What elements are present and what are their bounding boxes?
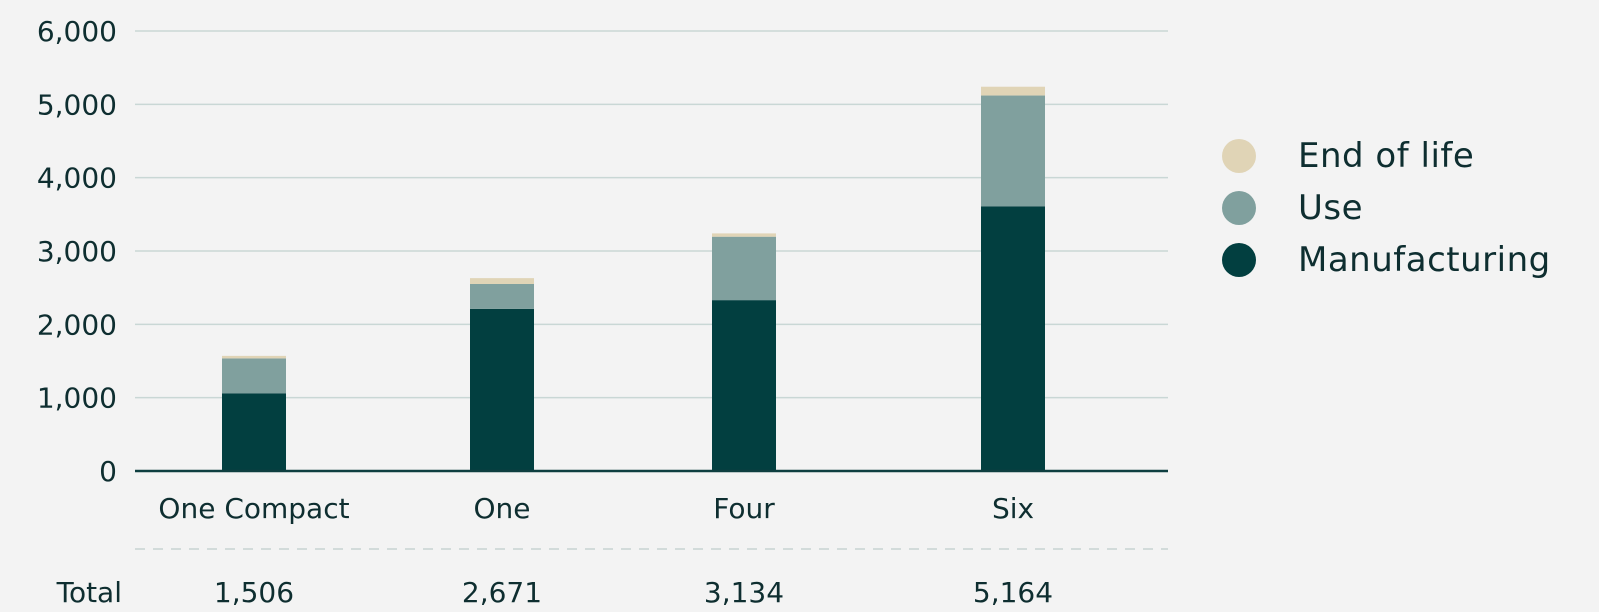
bar-segment-end-of-life [712,233,776,237]
bar-segment-manufacturing [222,393,286,471]
legend-item-use: Use [1222,188,1551,228]
legend-label-end-of-life: End of life [1298,136,1475,176]
x-tick-label: One [473,492,530,525]
y-tick-label: 0 [99,455,117,488]
y-tick-label: 6,000 [37,15,117,48]
total-value: 2,671 [462,576,542,609]
total-value: 5,164 [973,576,1053,609]
legend-label-manufacturing: Manufacturing [1298,240,1551,280]
totals-row: 1,506 2,671 3,134 5,164 [214,576,1053,609]
y-axis-ticks: 0 1,000 2,000 3,000 4,000 5,000 6,000 [37,15,117,488]
y-tick-label: 1,000 [37,382,117,415]
legend: End of life Use Manufacturing [1222,136,1551,280]
stacked-bar-chart: 0 1,000 2,000 3,000 4,000 5,000 6,000 One Comp… [37,15,1168,609]
bar-segment-manufacturing [712,300,776,471]
legend-item-manufacturing: Manufacturing [1222,240,1551,280]
y-tick-label: 4,000 [37,162,117,195]
bar-segment-manufacturing [981,206,1045,471]
legend-swatch-manufacturing [1222,243,1256,277]
x-tick-label: Four [713,492,775,525]
bar-segment-use [712,236,776,301]
y-tick-label: 5,000 [37,88,117,121]
x-axis-ticks: One Compact One Four Six [158,492,1034,525]
bars [222,86,1045,471]
total-value: 3,134 [704,576,784,609]
legend-item-end-of-life: End of life [1222,136,1551,176]
y-tick-label: 2,000 [37,308,117,341]
x-tick-label: Six [992,492,1034,525]
bar-segment-use [981,95,1045,207]
bar-segment-manufacturing [470,308,534,471]
legend-swatch-end-of-life [1222,139,1256,173]
total-value: 1,506 [214,576,294,609]
bar-segment-end-of-life [981,86,1045,96]
x-tick-label: One Compact [158,492,349,525]
bar-segment-use [470,284,534,309]
y-tick-label: 3,000 [37,235,117,268]
legend-label-use: Use [1298,188,1364,228]
bar-segment-use [222,358,286,394]
totals-label: Total [56,576,122,609]
bar-segment-end-of-life [222,355,286,359]
legend-swatch-use [1222,191,1256,225]
bar-segment-end-of-life [470,278,534,284]
